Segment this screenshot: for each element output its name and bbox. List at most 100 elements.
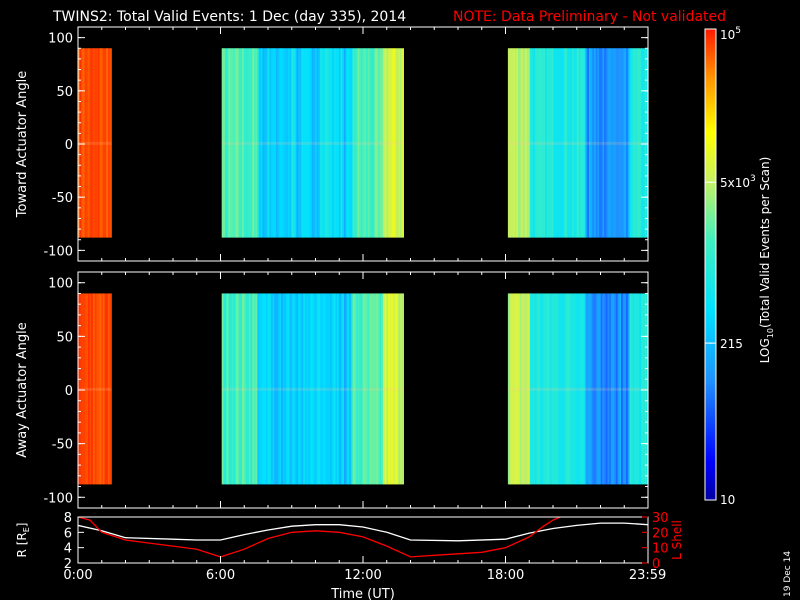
heatmap-cell (619, 48, 622, 238)
heatmap-cell (265, 48, 269, 238)
heatmap-cell (511, 48, 514, 238)
heatmap-cell (376, 293, 379, 485)
heatmap-cell (568, 48, 571, 238)
heatmap-cell (511, 293, 514, 485)
heatmap-cell (333, 293, 337, 485)
heatmap-cell (86, 48, 89, 238)
heatmap-cell (274, 293, 277, 485)
heatmap-cell (376, 48, 379, 238)
heatmap-cell (347, 293, 350, 485)
heatmap-cell (272, 293, 275, 485)
heatmap-cell (245, 48, 248, 238)
heatmap-cell (281, 293, 284, 485)
y-left-tick-label: 2 (64, 557, 72, 572)
heatmap-cell (291, 48, 294, 238)
heatmap-cell (360, 293, 364, 485)
heatmap-cell (614, 293, 617, 485)
heatmap-cell (349, 293, 352, 485)
heatmap-cell (333, 48, 337, 238)
x-tick-label: 18:00 (487, 568, 524, 583)
heatmap-cell (299, 48, 303, 238)
heatmap-cell (318, 48, 321, 238)
heatmap-cell (364, 48, 367, 238)
heatmap-cell (236, 48, 240, 238)
heatmap-cell (391, 48, 394, 238)
heatmap-cell (572, 293, 575, 485)
heatmap-cell (634, 48, 637, 238)
heatmap-cell (519, 293, 522, 485)
heatmap-cell (514, 48, 517, 238)
heatmap-cell (585, 293, 588, 485)
heatmap-cell (622, 293, 625, 485)
heatmap-cell (107, 293, 111, 485)
heatmap-cell (233, 48, 236, 238)
heatmap-cell (350, 48, 354, 238)
heatmap-cell (597, 293, 600, 485)
heatmap-cell (639, 48, 642, 238)
colorbar-tick-label: 105 (720, 26, 741, 42)
heatmap-cell (320, 293, 323, 485)
y-left-tick-label: 6 (64, 526, 72, 541)
heatmap-cell (644, 48, 647, 238)
heatmap-cell (264, 48, 267, 238)
heatmap-cell (109, 293, 112, 485)
heatmap-cell (338, 48, 342, 238)
heatmap-cell (101, 293, 104, 485)
heatmap-cell (309, 293, 313, 485)
y-tick-label: 100 (48, 277, 73, 292)
heatmap-cell (367, 48, 371, 238)
colorbar-tick-base: 215 (720, 337, 743, 351)
heatmap-cell (585, 48, 588, 238)
heatmap-cell (293, 293, 296, 485)
heatmap-cell (301, 48, 304, 238)
y-left-tick-label: 4 (64, 542, 72, 557)
heatmap-cell (250, 293, 253, 485)
heatmap-cell (328, 48, 331, 238)
heatmap-cell (572, 48, 575, 238)
heatmap-cell (91, 293, 94, 485)
y-axis-label: Away Actuator Angle (15, 322, 30, 457)
heatmap-cell (235, 48, 238, 238)
heatmap-cell (235, 293, 238, 485)
heatmap-cell (337, 48, 340, 238)
heatmap-cell (615, 293, 619, 485)
heatmap-cell (563, 48, 566, 238)
heatmap-cell (384, 48, 387, 238)
heatmap-cell (338, 293, 342, 485)
chart-title: TWINS2: Total Valid Events: 1 Dec (day 3… (52, 9, 406, 25)
heatmap-cell (646, 293, 649, 485)
colorbar-gradient (704, 28, 717, 501)
heatmap-cell (97, 48, 101, 238)
heatmap-cell (228, 48, 231, 238)
heatmap-cell (573, 293, 577, 485)
heatmap-cell (299, 293, 303, 485)
heatmap-cell (270, 293, 274, 485)
heatmap-cell (293, 48, 296, 238)
heatmap-cell (546, 48, 549, 238)
heatmap-cell (303, 293, 306, 485)
heatmap-cell (565, 293, 568, 485)
heatmap-cell (602, 48, 605, 238)
heatmap-cell (306, 48, 309, 238)
heatmap-cell (231, 293, 235, 485)
heatmap-cell (558, 293, 561, 485)
heatmap-cell (298, 293, 301, 485)
heatmap-cell (230, 293, 233, 485)
heatmap-cell (531, 48, 534, 238)
heatmap-cell (624, 48, 627, 238)
heatmap-cell (335, 293, 338, 485)
heatmap-cell (231, 48, 235, 238)
heatmap-cell (514, 293, 517, 485)
heatmap-cell (612, 293, 615, 485)
heatmap-cell (279, 293, 282, 485)
y-left-axis-label: R [RE] (15, 523, 31, 558)
heatmap-cell (626, 293, 629, 485)
heatmap-cell (578, 293, 582, 485)
x-tick-label: 6:00 (206, 568, 235, 583)
heatmap-cell (580, 48, 583, 238)
heatmap-cell (315, 48, 318, 238)
heatmap-cell (79, 293, 82, 485)
heatmap-cell (364, 293, 367, 485)
heatmap-cell (332, 48, 335, 238)
heatmap-cell (539, 48, 543, 238)
